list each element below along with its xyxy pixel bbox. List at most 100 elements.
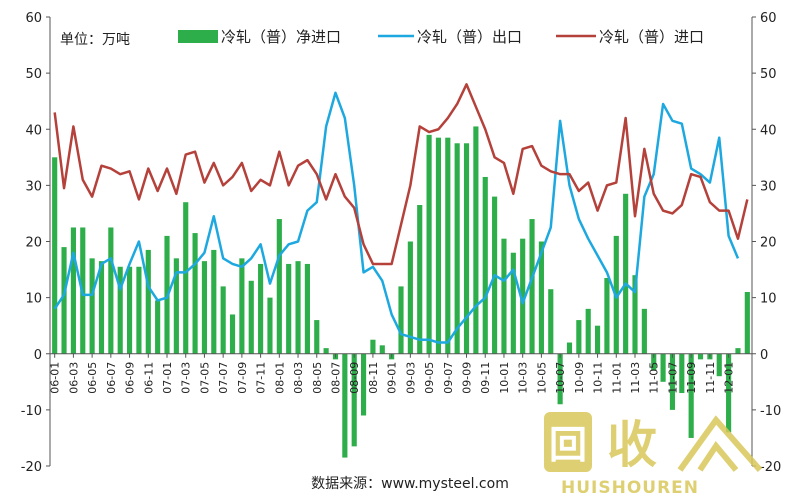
bar — [267, 297, 273, 354]
y-tick-label-right: 40 — [760, 123, 777, 138]
bar — [454, 143, 460, 354]
bar — [323, 348, 329, 354]
bar — [501, 238, 507, 354]
bar — [295, 261, 301, 354]
bar — [669, 353, 676, 410]
bar — [286, 263, 292, 354]
legend-label: 冷轧（普）净进口 — [221, 28, 341, 46]
bar — [239, 258, 245, 354]
axes — [46, 16, 756, 467]
bar — [660, 353, 666, 382]
x-tick-label: 11-05 — [648, 362, 661, 394]
x-tick-label: 12-01 — [723, 362, 736, 394]
bar — [201, 261, 208, 354]
bar — [520, 238, 526, 354]
x-tick-label: 11-11 — [704, 362, 717, 394]
bar — [183, 202, 189, 354]
y-tick-label-right: 50 — [760, 67, 777, 82]
bar — [304, 263, 310, 354]
bar — [697, 353, 704, 360]
y-tick-label-right: -10 — [760, 404, 781, 419]
bar — [192, 233, 198, 354]
bar — [379, 345, 385, 354]
bar — [342, 353, 348, 458]
y-tick-label-left: 60 — [25, 11, 42, 26]
y-tick-label-left: -10 — [21, 404, 42, 419]
legend-label: 冷轧（普）进口 — [599, 28, 704, 46]
line-export — [53, 91, 740, 344]
unit-label: 单位：万吨 — [60, 32, 130, 48]
x-tick-label: 07-01 — [161, 362, 174, 394]
x-tick-label: 06-03 — [67, 362, 80, 394]
x-tick-label: 11-03 — [629, 362, 642, 394]
bar — [632, 275, 638, 354]
x-tick-label: 09-09 — [461, 362, 474, 394]
bar — [351, 353, 357, 447]
line-series — [53, 83, 749, 344]
logo-char-1: 回 — [549, 423, 587, 467]
bar — [360, 353, 367, 416]
x-tick-label: 11-09 — [685, 362, 698, 394]
bar — [744, 292, 750, 354]
bar — [716, 353, 722, 377]
bar-series-net-import — [52, 126, 750, 458]
bar — [688, 353, 694, 438]
x-tick-label: 10-01 — [498, 362, 511, 394]
y-tick-label-right: 60 — [760, 11, 777, 26]
legend-swatch-bar — [178, 30, 218, 43]
bar — [145, 249, 151, 354]
x-tick-label: 09-11 — [479, 362, 492, 394]
x-tick-label: 09-03 — [404, 362, 417, 394]
y-tick-label-right: 20 — [760, 236, 777, 251]
bar — [398, 286, 404, 354]
y-tick-label-right: -20 — [760, 460, 781, 475]
bar — [98, 261, 105, 354]
bar — [61, 247, 67, 354]
bar — [726, 353, 732, 433]
bar — [435, 137, 442, 354]
bar — [314, 320, 320, 354]
bar — [136, 266, 142, 354]
x-tick-label: 06-05 — [86, 362, 99, 394]
bar — [510, 252, 516, 354]
bar — [482, 176, 488, 354]
bar — [623, 193, 629, 354]
y-tick-label-left: 20 — [25, 236, 42, 251]
legend-label: 冷轧（普）出口 — [417, 28, 522, 46]
x-tick-label: 06-09 — [124, 362, 137, 394]
bar — [473, 126, 479, 354]
bar — [651, 353, 657, 371]
x-tick-label: 08-09 — [348, 362, 361, 394]
x-tick-label: 10-11 — [592, 362, 605, 394]
logo-subtext: HUISHOUREN — [561, 478, 699, 498]
logo-figure-icon — [677, 415, 763, 472]
x-tick-label: 08-07 — [330, 362, 343, 394]
y-tick-label-right: 30 — [760, 179, 777, 194]
y-tick-label-right: 10 — [760, 292, 777, 307]
x-tick-label: 07-05 — [198, 362, 211, 394]
bar — [108, 227, 114, 354]
bar — [576, 320, 582, 354]
bar — [370, 339, 376, 354]
bar — [229, 314, 236, 354]
y-tick-label-left: 40 — [25, 123, 42, 138]
bar — [276, 219, 282, 354]
bar — [89, 258, 95, 354]
bar — [594, 325, 601, 354]
y-tick-label-right: 0 — [760, 348, 768, 363]
watermark-logo: 回 收 HUISHOUREN — [544, 412, 763, 498]
bar — [173, 258, 179, 354]
y-tick-label-left: 0 — [34, 348, 42, 363]
bar — [679, 353, 685, 394]
bar — [426, 134, 432, 354]
x-tick-label: 07-11 — [255, 362, 268, 394]
x-tick-label: 07-03 — [180, 362, 193, 394]
y-tick-label-left: 50 — [25, 67, 42, 82]
y-tick-label-left: 10 — [25, 292, 42, 307]
x-tick-label: 10-09 — [573, 362, 586, 394]
x-tick-label: 11-07 — [666, 362, 679, 394]
bar — [604, 277, 610, 354]
x-tick-label: 09-07 — [442, 362, 455, 394]
x-tick-label: 07-07 — [217, 362, 230, 394]
